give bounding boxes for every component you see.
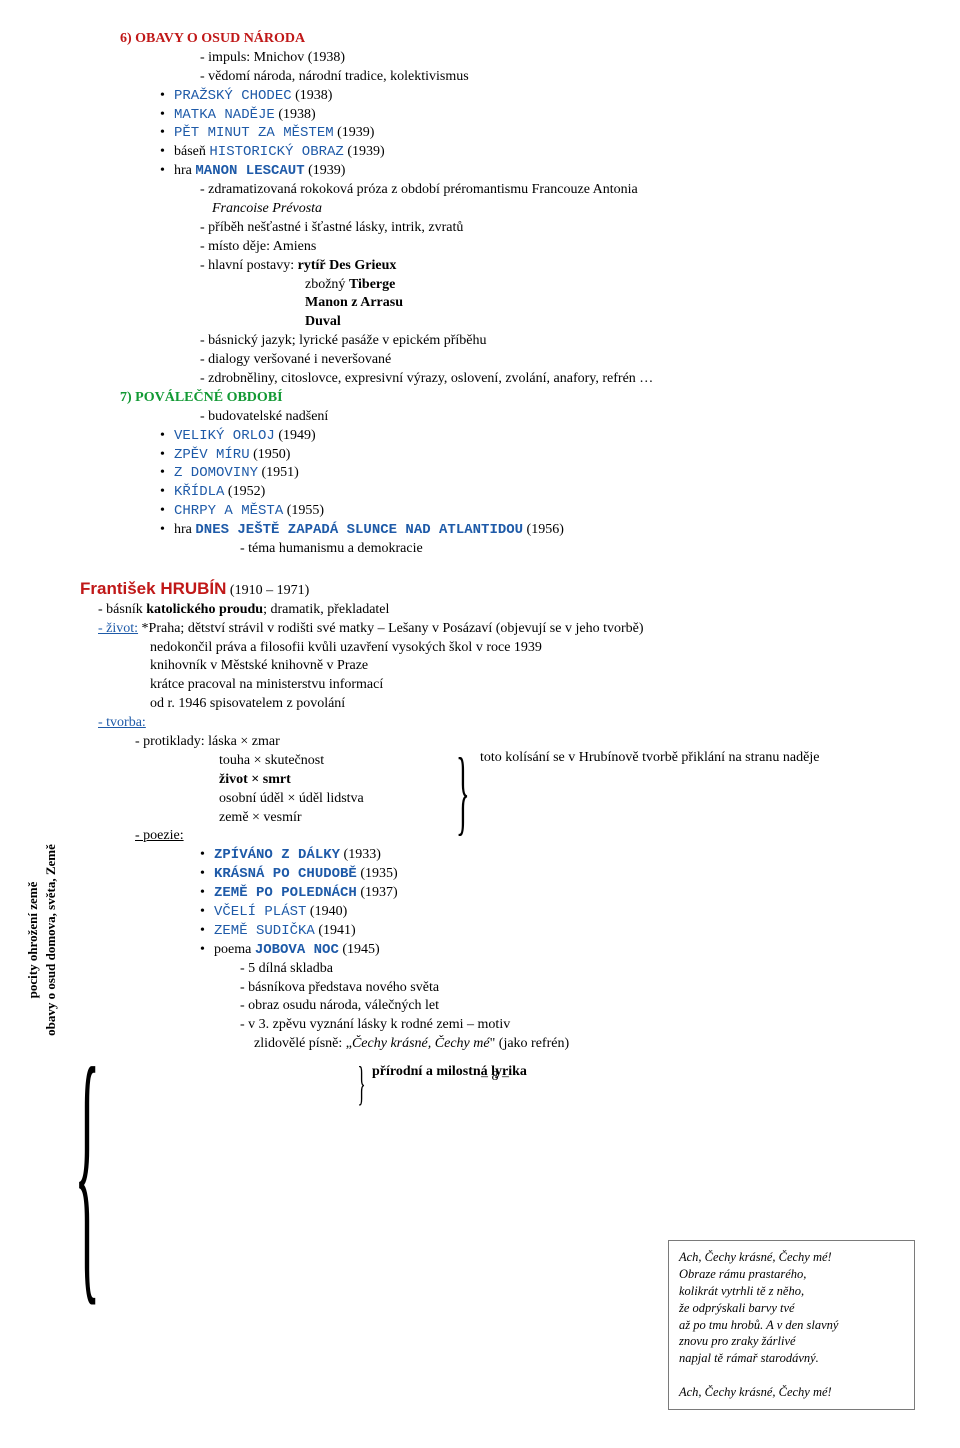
- work-item: •PĚT MINUT ZA MĚSTEM (1939): [160, 124, 910, 143]
- poem-box: Ach, Čechy krásné, Čechy mé! Obraze rámu…: [668, 1240, 915, 1410]
- author-name: František HRUBÍN (1910 – 1971): [80, 578, 910, 601]
- work-item: •PRAŽSKÝ CHODEC (1938): [160, 87, 910, 106]
- sec7-title: POVÁLEČNÉ OBDOBÍ: [135, 390, 282, 405]
- manon-line: - básnický jazyk; lyrické pasáže v epick…: [200, 332, 910, 351]
- sec7-hra-sub: - téma humanismu a demokracie: [240, 540, 910, 559]
- sec7-sub: - budovatelské nadšení: [200, 408, 910, 427]
- work-item: •VČELÍ PLÁST (1940): [200, 903, 910, 922]
- sec7-num: 7): [120, 390, 132, 405]
- section-7: 7) POVÁLEČNÉ OBDOBÍ - budovatelské nadše…: [80, 389, 910, 559]
- work-item: •KRÁSNÁ PO CHUDOBĚ (1935): [200, 865, 910, 884]
- work-item: •hra MANON LESCAUT (1939): [160, 162, 910, 181]
- sec6-line: - impuls: Mnichov (1938): [200, 49, 910, 68]
- work-item: •ZEMĚ PO POLEDNÁCH (1937): [200, 884, 910, 903]
- manon-line: Francoise Prévosta: [212, 200, 910, 219]
- sec6-num: 6): [120, 31, 132, 46]
- manon-line: - příběh nešťastné i šťastné lásky, intr…: [200, 219, 910, 238]
- manon-line: - zdrobněliny, citoslovce, expresivní vý…: [200, 370, 910, 389]
- work-item: •báseň HISTORICKÝ OBRAZ (1939): [160, 143, 910, 162]
- work-item: •ZEMĚ SUDIČKA (1941): [200, 922, 910, 941]
- zivot: - život: *Praha; dětství strávil v rodiš…: [98, 620, 910, 639]
- work-item: •poema JOBOVA NOC (1945): [200, 941, 910, 960]
- brace-icon: {: [74, 1026, 100, 1314]
- lyrika-note: přírodní a milostná lyrika: [372, 1063, 527, 1082]
- work-item: •CHRPY A MĚSTA (1955): [160, 502, 910, 521]
- sec6-line: - vědomí národa, národní tradice, kolekt…: [200, 68, 910, 87]
- section-6: 6) OBAVY O OSUD NÁRODA - impuls: Mnichov…: [80, 30, 910, 389]
- contrast-note: toto kolísání se v Hrubínově tvorbě přik…: [480, 749, 820, 768]
- work-item: •MATKA NADĚJE (1938): [160, 106, 910, 125]
- work-item: •Z DOMOVINY (1951): [160, 464, 910, 483]
- manon-line: - místo děje: Amiens: [200, 238, 910, 257]
- manon-line: - dialogy veršované i neveršované: [200, 351, 910, 370]
- work-item: •hra DNES JEŠTĚ ZAPADÁ SLUNCE NAD ATLANT…: [160, 521, 910, 540]
- work-item: •ZPĚV MÍRU (1950): [160, 446, 910, 465]
- work-item: •KŘÍDLA (1952): [160, 483, 910, 502]
- vertical-label: pocity ohrožení zeměobavy o osud domova,…: [24, 800, 59, 1080]
- work-item: •ZPÍVÁNO Z DÁLKY (1933): [200, 846, 910, 865]
- work-item: •VELIKÝ ORLOJ (1949): [160, 427, 910, 446]
- sec6-title: OBAVY O OSUD NÁRODA: [135, 31, 305, 46]
- postavy: - hlavní postavy: rytíř Des Grieux: [200, 257, 910, 276]
- brace-icon: }: [456, 727, 470, 855]
- brace-icon: }: [357, 1052, 365, 1117]
- manon-line: - zdramatizovaná rokoková próza z období…: [200, 181, 910, 200]
- hrubin: František HRUBÍN (1910 – 1971) - básník …: [80, 578, 910, 1054]
